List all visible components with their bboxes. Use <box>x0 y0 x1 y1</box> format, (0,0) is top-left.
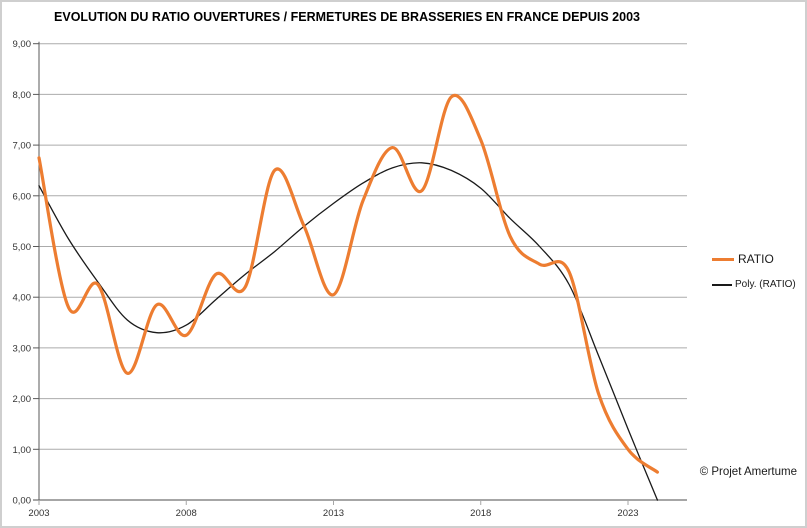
y-tick-label: 3,00 <box>13 343 32 354</box>
x-tick-label: 2003 <box>28 508 49 519</box>
legend-poly-swatch <box>712 283 732 286</box>
legend-ratio-label: RATIO <box>738 252 774 266</box>
x-tick-label: 2013 <box>323 508 344 519</box>
y-tick-label: 0,00 <box>13 496 32 507</box>
y-tick-label: 2,00 <box>13 394 32 405</box>
y-tick-label: 1,00 <box>13 445 32 456</box>
y-tick-label: 6,00 <box>13 191 32 202</box>
y-tick-label: 9,00 <box>13 39 32 50</box>
x-tick-label: 2023 <box>617 508 638 519</box>
chart-title: EVOLUTION DU RATIO OUVERTURES / FERMETUR… <box>54 10 640 24</box>
legend-ratio-swatch <box>712 257 734 261</box>
legend: RATIO Poly. (RATIO) <box>712 252 796 290</box>
x-tick-label: 2018 <box>470 508 491 519</box>
legend-item-poly: Poly. (RATIO) <box>712 279 796 290</box>
y-tick-label: 4,00 <box>13 293 32 304</box>
y-tick-label: 8,00 <box>13 90 32 101</box>
ratio-series-line <box>37 93 659 474</box>
legend-item-ratio: RATIO <box>712 252 796 266</box>
legend-poly-label: Poly. (RATIO) <box>735 279 796 290</box>
poly-trendline <box>38 162 659 501</box>
y-tick-label: 7,00 <box>13 141 32 152</box>
credit-text: © Projet Amertume <box>699 466 797 478</box>
y-tick-label: 5,00 <box>13 242 32 253</box>
x-tick-label: 2008 <box>176 508 197 519</box>
